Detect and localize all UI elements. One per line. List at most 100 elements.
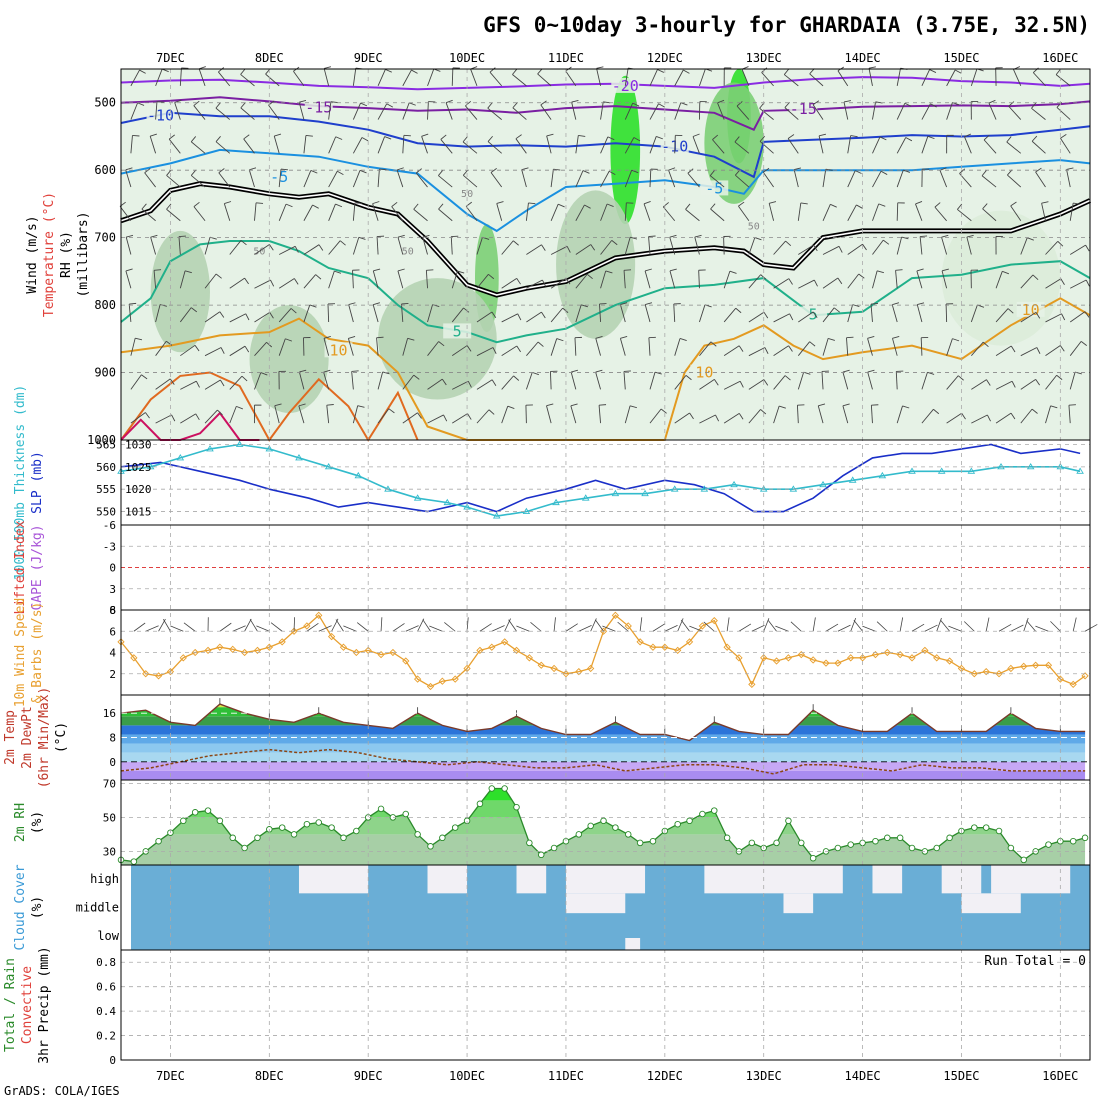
wind-barb — [487, 107, 502, 120]
rh-point — [995, 827, 1003, 835]
wind-barb-flag — [376, 336, 384, 339]
time-label-bottom: 10DEC — [449, 1069, 485, 1083]
wind-barb-flag — [409, 102, 416, 106]
wind-speed-point — [315, 611, 323, 619]
rh-label-1: 50 — [461, 189, 473, 200]
wind-barb — [141, 208, 156, 222]
wind-barb — [941, 270, 948, 289]
wind-barb-flag — [837, 277, 843, 285]
thickness-point — [908, 467, 916, 474]
wind-barb — [939, 170, 948, 188]
wind-barb — [957, 209, 972, 222]
wind-barb-flag — [830, 203, 837, 208]
wind-barb — [674, 135, 676, 154]
wind-speed-point — [624, 622, 632, 630]
wind-barb — [1020, 237, 1028, 255]
wind-barb — [916, 270, 923, 289]
wind-barb-flag — [1002, 270, 1010, 275]
surface-wind-barb — [318, 625, 332, 632]
wind-barb-flag — [361, 137, 369, 142]
isotherm-label-7: 5 — [453, 322, 462, 340]
wind-barb-flag — [586, 273, 593, 280]
wind-barb-flag — [584, 204, 591, 209]
time-label-bottom: 11DEC — [548, 1069, 584, 1083]
wind-barb — [1031, 107, 1046, 120]
wind-barb — [1020, 274, 1034, 289]
thickness-point — [522, 507, 531, 515]
surface-wind-barb — [249, 619, 258, 632]
wind-barb — [243, 138, 255, 154]
time-label-top: 10DEC — [449, 51, 485, 65]
wind-speed-point — [413, 675, 422, 683]
wind-barb — [377, 103, 388, 120]
wind-barb-flag — [1006, 136, 1012, 143]
wind-barb-flag — [779, 405, 786, 409]
isotherm-label-bg-7 — [443, 323, 472, 339]
wind-barb — [895, 371, 898, 390]
cloud-clear-low — [625, 938, 641, 950]
thickness-point — [789, 485, 798, 492]
surface-wind-barb — [1023, 617, 1029, 632]
wind-speed-point — [649, 643, 657, 651]
wind-barb-flag — [738, 413, 744, 420]
wind-barb-flag — [553, 168, 561, 171]
wind-barb — [872, 203, 880, 221]
wind-barb — [649, 372, 656, 390]
wind-barb — [748, 311, 765, 323]
rh-point — [686, 817, 693, 825]
thickness-point — [878, 471, 887, 479]
wind-barb — [303, 244, 320, 255]
wind-barb-flag — [607, 136, 615, 141]
wind-barb-flag — [438, 169, 444, 176]
wind-barb — [278, 278, 295, 289]
wind-barb — [501, 406, 509, 424]
wind-barb-flag — [915, 201, 923, 205]
wind-barb-flag — [178, 235, 186, 238]
temp-band-1 — [121, 761, 1086, 771]
rh-point — [216, 817, 224, 825]
rh-point — [773, 839, 780, 847]
surface-wind-barb — [335, 619, 344, 632]
wind-barb-flag — [668, 167, 676, 171]
wind-barb-flag — [507, 405, 515, 409]
wind-barb — [328, 203, 336, 221]
wind-barb-flag — [876, 270, 884, 274]
wind-barb — [303, 304, 311, 323]
surface-wind-barb — [812, 617, 816, 632]
wind-barb-flag — [788, 278, 793, 285]
wind-barb — [575, 170, 584, 188]
wind-speed-point — [674, 646, 682, 655]
wind-barb-flag — [512, 240, 519, 246]
wind-barb — [797, 372, 805, 390]
surface-wind-barb — [343, 625, 357, 632]
wind-barb — [1041, 203, 1046, 221]
rh-point — [908, 844, 916, 852]
wind-barb — [487, 141, 502, 154]
wind-barb — [550, 277, 567, 289]
wind-barb-flag — [611, 240, 618, 246]
time-label-top: 15DEC — [943, 51, 979, 65]
panel-frame-7 — [120, 949, 1091, 1061]
wind-barb-flag — [813, 244, 818, 252]
wind-barb — [1045, 241, 1059, 255]
wind-barb — [619, 304, 626, 323]
wind-barb-flag — [1035, 167, 1042, 173]
wind-barb-flag — [150, 133, 157, 137]
wind-speed-point — [501, 638, 509, 646]
wind-barb-flag — [878, 203, 886, 207]
wind-barb — [204, 237, 211, 255]
wind-barb-flag — [397, 234, 405, 238]
wind-barb — [465, 206, 478, 222]
wind-barb — [440, 139, 453, 154]
lifted-index-tick-label: 3 — [109, 583, 116, 596]
wind-barb — [570, 371, 577, 390]
wind-barb — [240, 74, 255, 87]
wind-barb-flag — [411, 69, 418, 74]
wind-barb — [155, 378, 171, 390]
wind-barb-flag — [139, 69, 146, 74]
wind-barb-flag — [825, 168, 833, 171]
wind-barb — [988, 102, 997, 120]
surface-wind-barb — [876, 621, 888, 632]
rh-point — [476, 800, 484, 808]
wind-barb-flag — [644, 268, 652, 272]
